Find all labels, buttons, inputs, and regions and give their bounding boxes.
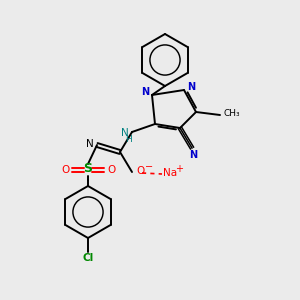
Text: S: S	[83, 163, 92, 176]
Text: O: O	[107, 165, 115, 175]
Text: +: +	[175, 164, 183, 174]
Text: Cl: Cl	[82, 253, 94, 263]
Text: N: N	[141, 87, 149, 97]
Text: N: N	[187, 82, 195, 92]
Text: Na: Na	[163, 168, 177, 178]
Text: H: H	[126, 134, 132, 143]
Text: O: O	[136, 166, 144, 176]
Text: N: N	[121, 128, 129, 138]
Text: O: O	[61, 165, 69, 175]
Text: N: N	[189, 150, 197, 160]
Text: CH₃: CH₃	[223, 110, 240, 118]
Text: N: N	[86, 139, 94, 149]
Text: −: −	[145, 162, 153, 172]
